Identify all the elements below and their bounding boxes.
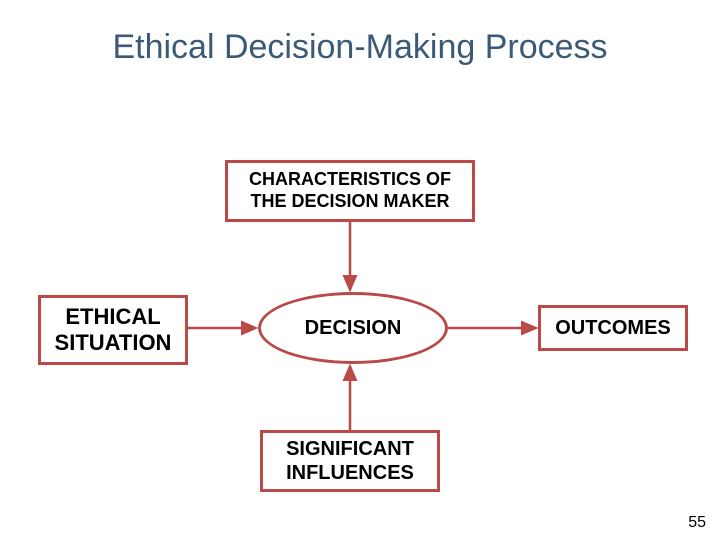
page-title: Ethical Decision-Making Process (0, 28, 720, 67)
node-outcomes: OUTCOMES (538, 305, 688, 351)
node-significant-influences: SIGNIFICANTINFLUENCES (260, 430, 440, 492)
page-number: 55 (688, 514, 706, 532)
node-ethical-situation-label: ETHICALSITUATION (55, 304, 172, 357)
node-decision: DECISION (258, 292, 448, 364)
node-outcomes-label: OUTCOMES (555, 316, 671, 340)
node-decision-label: DECISION (305, 317, 402, 340)
node-ethical-situation: ETHICALSITUATION (38, 295, 188, 365)
node-significant-influences-label: SIGNIFICANTINFLUENCES (286, 437, 414, 485)
node-characteristics: CHARACTERISTICS OFTHE DECISION MAKER (225, 160, 475, 222)
node-characteristics-label: CHARACTERISTICS OFTHE DECISION MAKER (249, 169, 451, 212)
